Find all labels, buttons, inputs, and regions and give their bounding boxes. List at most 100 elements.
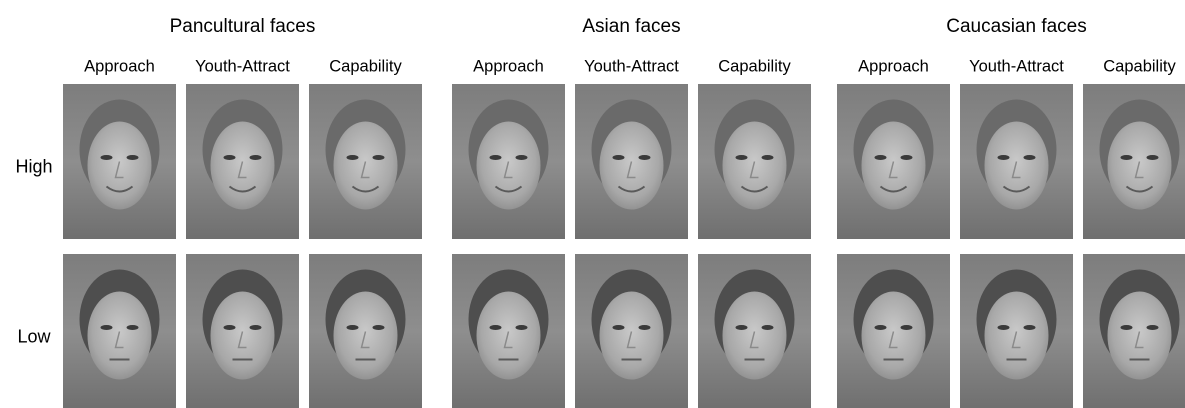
face-image (837, 84, 950, 239)
eye (249, 155, 262, 160)
nose (749, 161, 759, 179)
eye (997, 155, 1010, 160)
eye (126, 325, 139, 330)
column-label: Youth-Attract (969, 57, 1064, 75)
nose (626, 161, 636, 179)
face (333, 121, 398, 210)
face-image (698, 254, 811, 408)
eye (372, 155, 385, 160)
eye (638, 325, 651, 330)
eye (997, 325, 1010, 330)
nose (114, 161, 124, 179)
eye (515, 325, 528, 330)
eye (1023, 325, 1036, 330)
nose (503, 331, 513, 349)
column-label: Youth-Attract (195, 57, 290, 75)
eye (612, 325, 625, 330)
group-title: Pancultural faces (170, 16, 316, 37)
face-image (1083, 254, 1185, 408)
eye (1023, 155, 1036, 160)
face-image (63, 84, 176, 239)
column-label: Approach (473, 57, 544, 75)
face (476, 121, 541, 210)
group-title: Caucasian faces (946, 16, 1086, 37)
face (861, 121, 926, 210)
face-image (63, 254, 176, 408)
face-image (575, 84, 688, 239)
eye (372, 325, 385, 330)
nose (1134, 331, 1144, 349)
nose (503, 161, 513, 179)
face (333, 291, 398, 380)
face-image (309, 254, 422, 408)
mouth (879, 185, 908, 193)
row-label: Low (17, 326, 51, 346)
column-label: Capability (1103, 57, 1176, 75)
nose (237, 161, 247, 179)
face-image (452, 254, 565, 408)
nose (1011, 161, 1021, 179)
eye (515, 155, 528, 160)
face-image (452, 84, 565, 239)
face-image (837, 254, 950, 408)
column-label: Capability (329, 57, 402, 75)
face (210, 291, 275, 380)
group-title: Asian faces (582, 16, 680, 37)
eye (900, 155, 913, 160)
nose (626, 331, 636, 349)
nose (237, 331, 247, 349)
face (984, 121, 1049, 210)
eye (761, 325, 774, 330)
face (599, 121, 664, 210)
face-images (63, 84, 1185, 408)
eye (223, 325, 236, 330)
nose (1134, 161, 1144, 179)
eye (874, 325, 887, 330)
face-image (186, 84, 299, 239)
face (722, 291, 787, 380)
eye (735, 155, 748, 160)
mouth (494, 185, 523, 193)
face-image (186, 254, 299, 408)
eye (249, 325, 262, 330)
mouth (228, 185, 257, 193)
column-label: Youth-Attract (584, 57, 679, 75)
nose (1011, 331, 1021, 349)
column-label: Approach (84, 57, 155, 75)
face (599, 291, 664, 380)
eye (874, 155, 887, 160)
eye (346, 155, 359, 160)
face-image (575, 254, 688, 408)
face (476, 291, 541, 380)
eye (638, 155, 651, 160)
eye (735, 325, 748, 330)
nose (360, 331, 370, 349)
face-image (960, 84, 1073, 239)
eye (1120, 325, 1133, 330)
eye (223, 155, 236, 160)
eye (100, 325, 113, 330)
eye (489, 325, 502, 330)
eye (761, 155, 774, 160)
nose (360, 161, 370, 179)
face (87, 121, 152, 210)
eye (900, 325, 913, 330)
nose (749, 331, 759, 349)
face (1107, 291, 1172, 380)
face (722, 121, 787, 210)
mouth (351, 185, 380, 193)
eye (1120, 155, 1133, 160)
face (210, 121, 275, 210)
face-image (309, 84, 422, 239)
eye (346, 325, 359, 330)
face-image (960, 254, 1073, 408)
row-label: High (15, 156, 52, 176)
column-label: Approach (858, 57, 929, 75)
eye (612, 155, 625, 160)
eye (126, 155, 139, 160)
column-label: Capability (718, 57, 791, 75)
eye (1146, 325, 1159, 330)
eye (100, 155, 113, 160)
mouth (740, 185, 769, 193)
